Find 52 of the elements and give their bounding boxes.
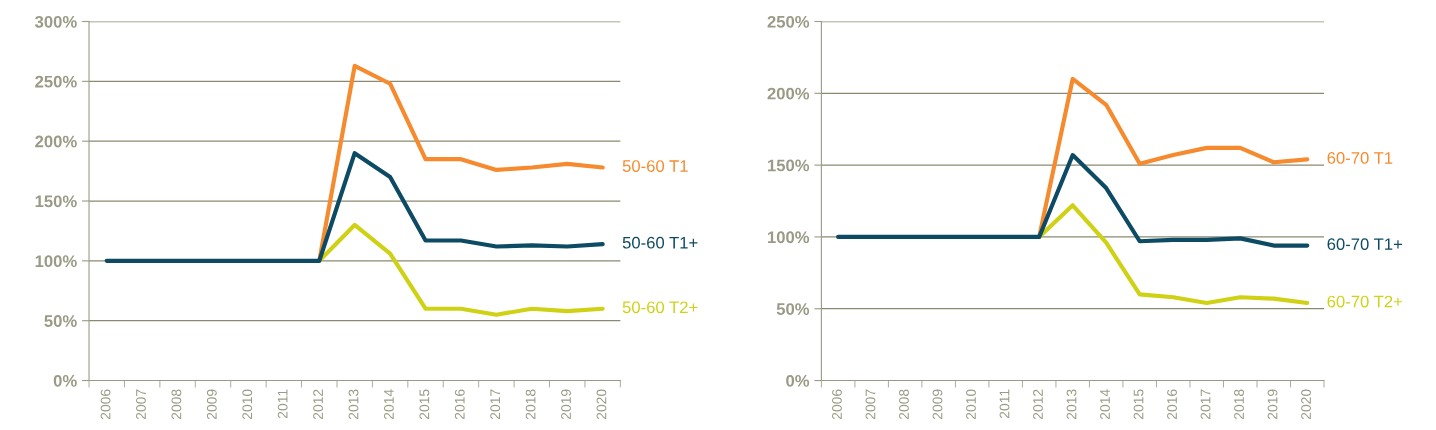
x-tick-label: 2014 xyxy=(1100,389,1110,420)
line-series xyxy=(104,151,605,263)
y-tick-label: 0% xyxy=(53,374,77,387)
y-tick-label: 100% xyxy=(35,255,77,268)
x-tick-label: 2020 xyxy=(596,389,607,420)
x-tick-label: 2015 xyxy=(1133,389,1144,420)
x-tick-label: 2020 xyxy=(1301,389,1311,420)
x-tick-label: 2008 xyxy=(899,389,909,420)
y-tick-label: 250% xyxy=(767,15,810,28)
y-tick-label: 300% xyxy=(34,15,77,28)
x-tick-label: 2019 xyxy=(561,389,571,420)
x-tick-label: 2015 xyxy=(419,389,430,420)
y-tick-label: 0% xyxy=(786,374,810,387)
series-label: 50-60 T1+ xyxy=(622,236,698,249)
x-tick-label: 2014 xyxy=(384,389,394,420)
x-tick-label: 2008 xyxy=(171,389,182,420)
x-tick-label: 2016 xyxy=(1167,389,1177,420)
x-tick-label: 2010 xyxy=(242,389,253,420)
x-tick-label: 2006 xyxy=(100,389,111,420)
x-tick-label: 2017 xyxy=(1200,389,1211,420)
x-tick-label: 2019 xyxy=(1267,389,1278,420)
y-tick-label: 200% xyxy=(35,135,77,148)
line-series xyxy=(1037,76,1310,240)
x-tick-label: 2011 xyxy=(999,389,1010,419)
x-tick-label: 2011 xyxy=(277,389,288,419)
series-label: 50-60 T2+ xyxy=(622,301,698,314)
x-tick-label: 2009 xyxy=(932,389,943,420)
y-tick-label: 50% xyxy=(44,315,77,327)
x-tick-label: 2007 xyxy=(865,389,876,420)
y-tick-label: 50% xyxy=(776,303,810,315)
x-tick-label: 2013 xyxy=(1066,389,1077,420)
x-tick-label: 2016 xyxy=(454,389,465,420)
x-tick-label: 2007 xyxy=(136,389,146,420)
line-series xyxy=(836,152,1310,248)
x-tick-label: 2013 xyxy=(348,389,359,420)
x-tick-label: 2010 xyxy=(966,389,976,420)
y-tick-label: 200% xyxy=(767,87,810,100)
x-tick-label: 2018 xyxy=(1234,389,1244,420)
series-label: 60-70 T2+ xyxy=(1327,295,1403,308)
x-tick-label: 2018 xyxy=(525,389,536,420)
x-tick-label: 2012 xyxy=(1033,389,1043,420)
y-tick-label: 150% xyxy=(35,195,77,208)
y-tick-label: 150% xyxy=(768,159,810,172)
series-label: 60-70 T1+ xyxy=(1327,238,1403,251)
x-tick-label: 2017 xyxy=(490,389,501,420)
y-tick-label: 100% xyxy=(768,231,810,244)
series-label: 50-60 T1 xyxy=(622,160,688,172)
series-label: 60-70 T1 xyxy=(1327,152,1393,164)
x-tick-label: 2006 xyxy=(832,389,842,420)
y-tick-label: 250% xyxy=(35,75,77,88)
x-tick-label: 2012 xyxy=(313,389,323,420)
x-tick-label: 2009 xyxy=(206,389,217,420)
